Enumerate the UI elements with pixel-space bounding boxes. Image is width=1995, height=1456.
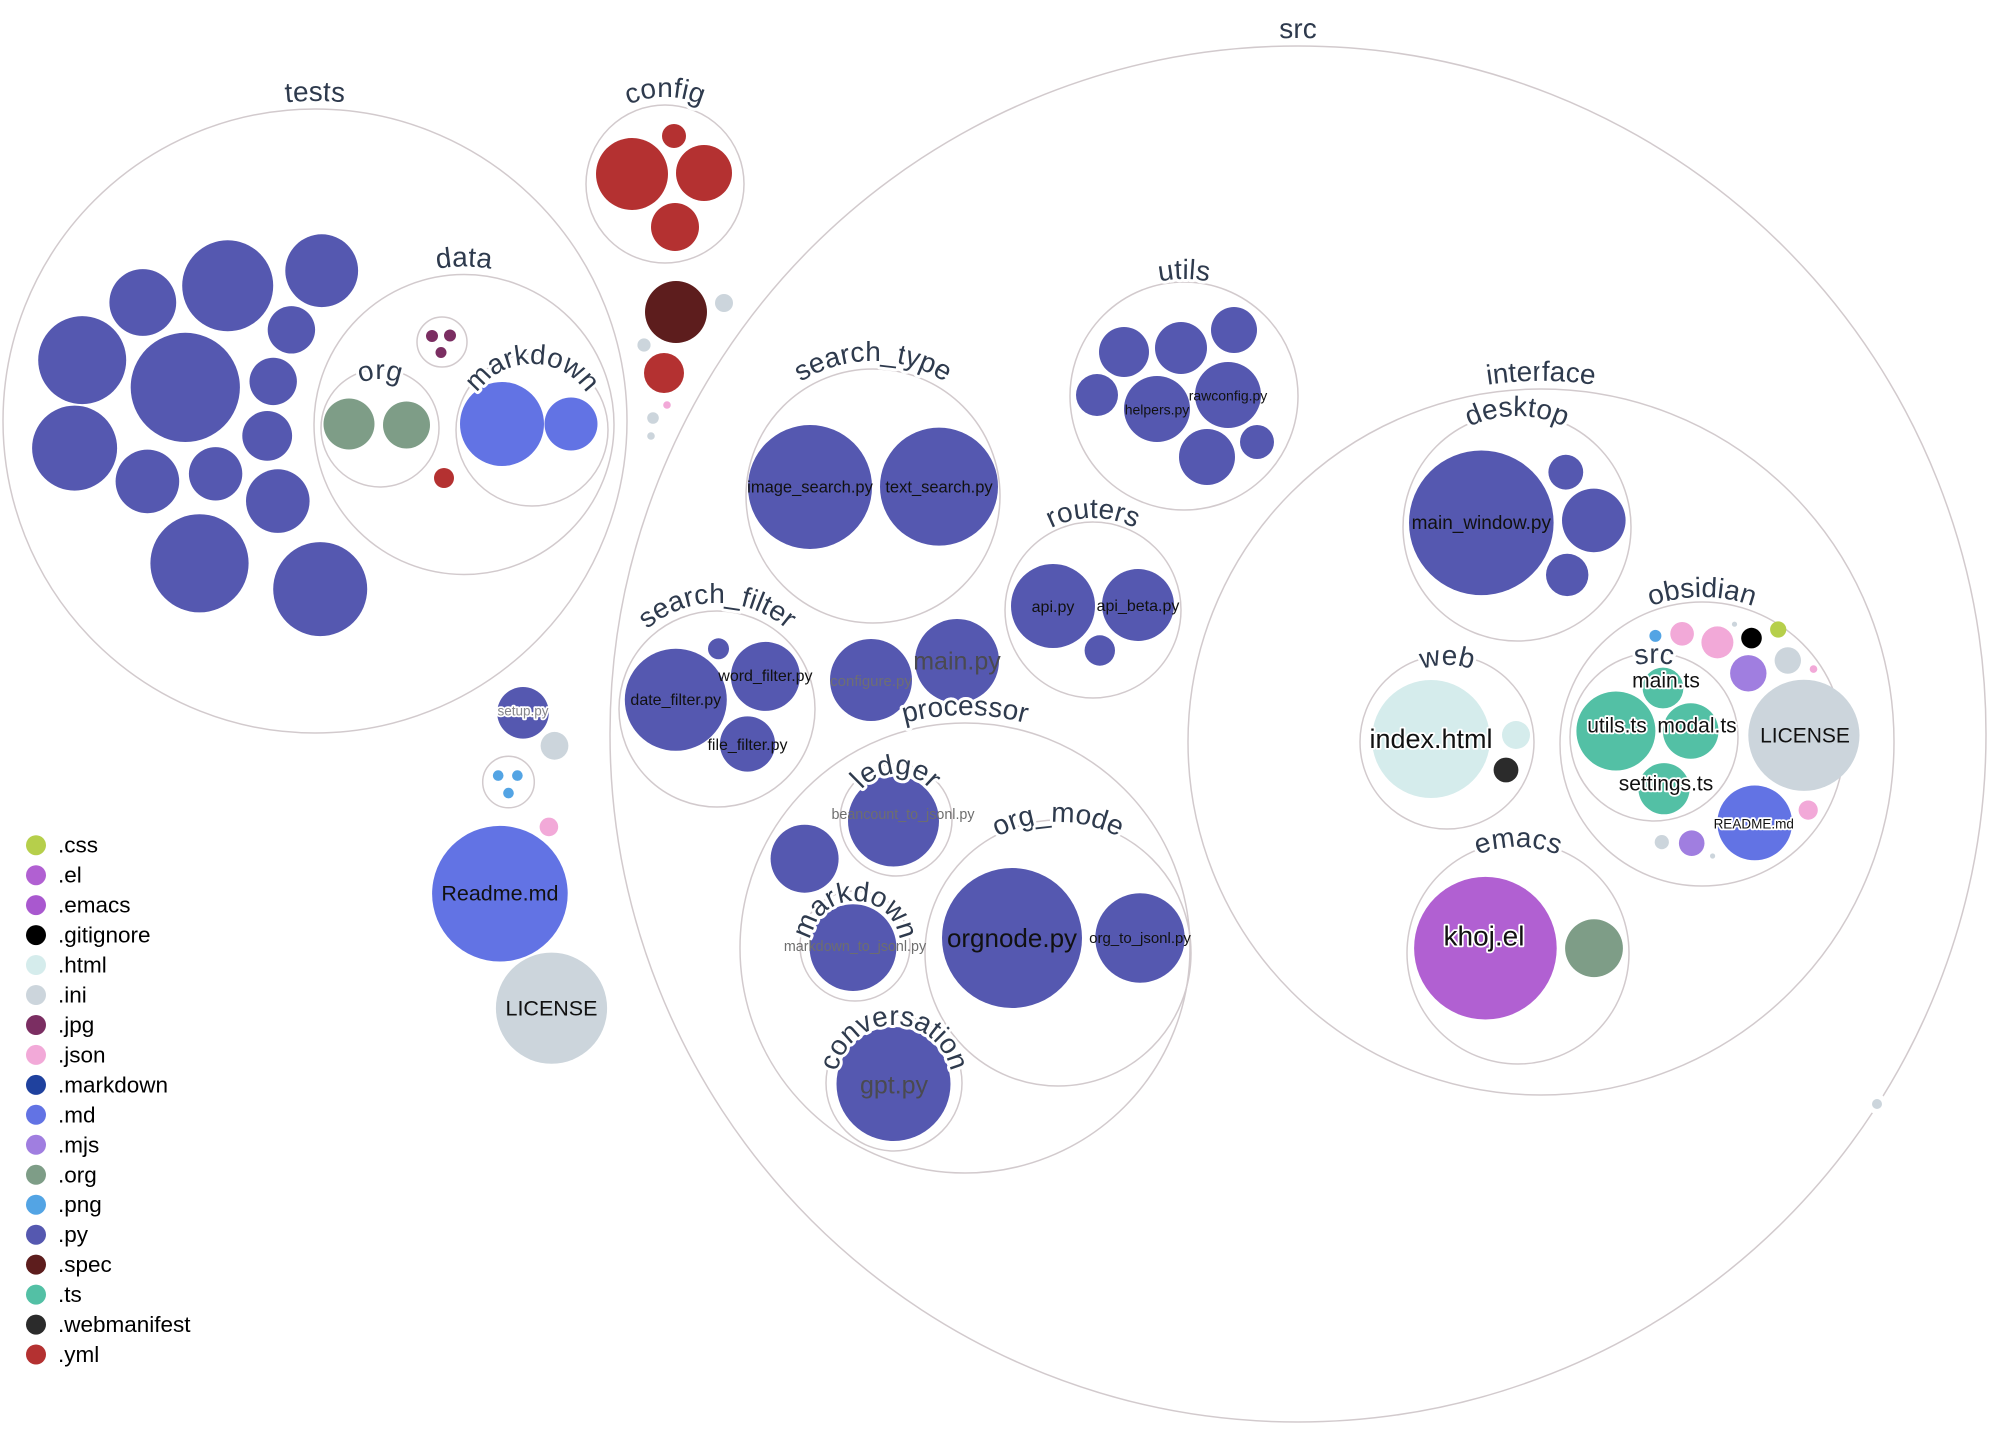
svg-text:rawconfig.py: rawconfig.py [1189,388,1268,404]
svg-text:.yml: .yml [58,1342,99,1367]
svg-text:.gitignore: .gitignore [58,923,151,948]
svg-text:api_beta.py: api_beta.py [1097,598,1180,615]
svg-text:.spec: .spec [58,1252,112,1277]
svg-text:api.py: api.py [1032,599,1075,616]
svg-text:org: org [354,354,406,388]
svg-text:index.html: index.html [1369,724,1492,754]
svg-text:.jpg: .jpg [58,1013,94,1038]
svg-text:.json: .json [58,1042,106,1067]
svg-text:utils.ts: utils.ts [1587,715,1647,738]
svg-text:markdown_to_jsonl.py: markdown_to_jsonl.py [784,939,927,955]
svg-text:.emacs: .emacs [58,893,131,918]
svg-text:web: web [1416,640,1478,675]
svg-text:src: src [1632,638,1677,671]
svg-text:.html: .html [58,953,107,978]
svg-text:gpt.py: gpt.py [860,1072,929,1100]
svg-text:.mjs: .mjs [58,1132,99,1157]
svg-text:.markdown: .markdown [58,1072,168,1097]
svg-text:khoj.el: khoj.el [1444,920,1525,951]
svg-text:modal.ts: modal.ts [1657,715,1736,738]
svg-text:.py: .py [58,1222,89,1247]
svg-text:Readme.md: Readme.md [441,882,558,906]
svg-text:interface: interface [1484,356,1597,391]
svg-text:word_filter.py: word_filter.py [717,668,812,685]
svg-text:main.ts: main.ts [1632,670,1700,693]
svg-text:beancount_to_jsonl.py: beancount_to_jsonl.py [831,807,975,823]
svg-text:README.md: README.md [1714,817,1794,832]
svg-text:helpers.py: helpers.py [1125,402,1190,418]
svg-text:.md: .md [58,1102,96,1127]
svg-text:tests: tests [284,76,347,108]
svg-text:main_window.py: main_window.py [1412,513,1552,534]
svg-text:setup.py: setup.py [497,704,548,719]
svg-text:LICENSE: LICENSE [1760,725,1850,748]
svg-text:.css: .css [58,833,98,858]
svg-text:settings.ts: settings.ts [1619,773,1714,796]
svg-text:date_filter.py: date_filter.py [630,692,721,709]
svg-text:configure.py: configure.py [830,673,912,690]
svg-text:data: data [434,241,495,274]
svg-text:.el: .el [58,863,82,888]
svg-text:text_search.py: text_search.py [885,478,993,496]
svg-text:.ini: .ini [58,983,87,1008]
svg-text:image_search.py: image_search.py [747,478,873,496]
svg-text:file_filter.py: file_filter.py [707,737,787,754]
svg-text:utils: utils [1156,254,1213,287]
svg-text:org_to_jsonl.py: org_to_jsonl.py [1089,930,1191,947]
svg-text:orgnode.py: orgnode.py [947,923,1077,953]
svg-text:.png: .png [58,1192,102,1217]
svg-text:.ts: .ts [58,1282,82,1307]
svg-text:LICENSE: LICENSE [505,997,597,1021]
svg-text:.org: .org [58,1162,97,1187]
svg-text:.webmanifest: .webmanifest [58,1312,191,1337]
svg-text:main.py: main.py [913,648,1001,676]
svg-text:src: src [1279,13,1317,44]
